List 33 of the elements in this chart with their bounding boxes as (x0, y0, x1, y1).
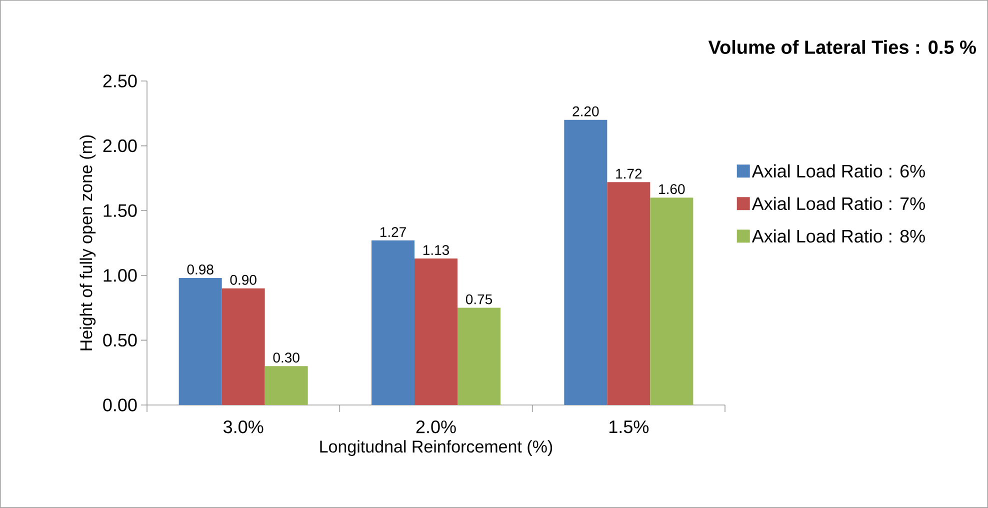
legend-label: Axial Load Ratio : 8% (752, 229, 925, 243)
bar (414, 258, 458, 405)
data-label: 0.98 (187, 264, 214, 274)
bar (607, 182, 650, 405)
y-axis-title: Height of fully open zone (m) (80, 135, 96, 350)
x-tick-label: 2.0% (416, 420, 456, 434)
y-tick-label: 0.50 (103, 334, 137, 347)
data-label: 1.60 (659, 184, 685, 194)
data-label: 1.27 (380, 227, 406, 237)
bar (372, 240, 415, 405)
legend-label: Axial Load Ratio : 6% (752, 164, 925, 178)
bar (458, 308, 501, 405)
y-tick-label: 1.00 (104, 269, 137, 282)
bar (264, 366, 308, 405)
data-label: 0.30 (273, 352, 300, 363)
data-label: 0.75 (466, 294, 492, 304)
bar (178, 278, 222, 405)
data-label: 1.13 (423, 245, 450, 256)
x-axis-title: Longitudnal Reinforcement (%) (320, 440, 552, 456)
y-tick-label: 2.00 (103, 139, 137, 152)
legend-label: Axial Load Ratio : 7% (752, 196, 925, 210)
bar (650, 198, 694, 405)
bar (222, 288, 265, 405)
data-label: 1.72 (616, 168, 642, 179)
x-tick-label: 1.5% (610, 420, 649, 434)
y-tick-label: 2.50 (103, 74, 137, 88)
data-label: 2.20 (572, 106, 599, 116)
text: Volume of Lateral Ties : 0.5 % (708, 40, 976, 54)
y-tick-label: 0.00 (103, 398, 137, 412)
x-tick-label: 3.0% (224, 420, 264, 434)
y-tick-label: 1.50 (104, 204, 137, 217)
data-label: 0.90 (230, 274, 256, 285)
bar (564, 120, 608, 405)
